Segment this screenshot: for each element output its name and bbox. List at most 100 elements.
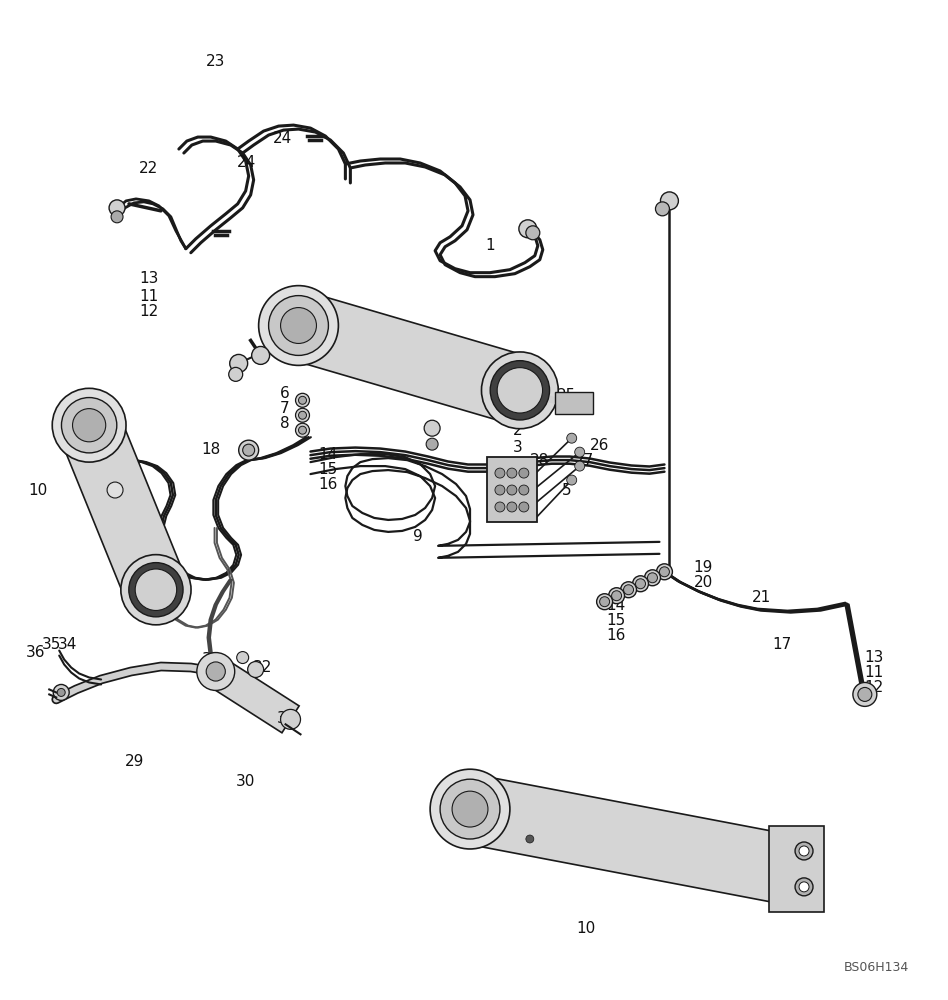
Text: 14: 14: [319, 447, 338, 462]
Circle shape: [853, 682, 877, 706]
Text: 24: 24: [273, 131, 292, 146]
Circle shape: [495, 485, 505, 495]
Text: 10: 10: [576, 921, 595, 936]
Circle shape: [609, 588, 625, 604]
Circle shape: [519, 220, 537, 238]
Text: 9: 9: [413, 529, 423, 544]
Circle shape: [497, 368, 542, 413]
Circle shape: [268, 296, 328, 355]
Text: 13: 13: [139, 271, 158, 286]
Text: 2: 2: [513, 423, 522, 438]
Circle shape: [656, 564, 672, 580]
Text: 3: 3: [513, 440, 522, 455]
Text: 27: 27: [575, 453, 594, 468]
Text: 19: 19: [694, 560, 713, 575]
Text: 16: 16: [319, 477, 338, 492]
Circle shape: [299, 411, 306, 419]
Polygon shape: [464, 775, 791, 903]
Circle shape: [53, 684, 69, 700]
Text: 21: 21: [752, 590, 771, 605]
Bar: [555, 392, 592, 414]
Circle shape: [655, 202, 669, 216]
Circle shape: [495, 502, 505, 512]
Text: 11: 11: [139, 289, 158, 304]
Text: 16: 16: [606, 628, 626, 643]
Circle shape: [632, 576, 648, 592]
Circle shape: [239, 440, 259, 460]
Circle shape: [427, 438, 438, 450]
Text: 17: 17: [773, 637, 792, 652]
Circle shape: [129, 563, 183, 617]
Circle shape: [495, 468, 505, 478]
Circle shape: [624, 585, 633, 595]
Text: 34: 34: [58, 637, 77, 652]
Circle shape: [228, 367, 243, 381]
Text: BS06H134: BS06H134: [844, 961, 909, 974]
Polygon shape: [60, 413, 186, 602]
Text: 20: 20: [694, 575, 713, 590]
Text: 30: 30: [236, 774, 255, 789]
Circle shape: [424, 420, 440, 436]
Circle shape: [296, 423, 309, 437]
Circle shape: [136, 569, 176, 610]
Circle shape: [795, 878, 813, 896]
Circle shape: [600, 597, 610, 607]
Text: 11: 11: [865, 665, 884, 680]
Circle shape: [251, 346, 269, 364]
Circle shape: [611, 591, 622, 601]
Circle shape: [526, 835, 534, 843]
Text: 15: 15: [606, 613, 626, 628]
Text: 35: 35: [42, 637, 61, 652]
Circle shape: [299, 426, 306, 434]
Circle shape: [795, 842, 813, 860]
Circle shape: [111, 211, 123, 223]
Circle shape: [243, 444, 255, 456]
Circle shape: [574, 461, 585, 471]
Circle shape: [507, 502, 517, 512]
Circle shape: [799, 846, 809, 856]
Text: 36: 36: [26, 645, 46, 660]
Text: 29: 29: [125, 754, 145, 769]
Circle shape: [596, 594, 612, 610]
Polygon shape: [769, 826, 824, 912]
Text: 12: 12: [865, 680, 884, 695]
Circle shape: [645, 570, 661, 586]
Text: 8: 8: [280, 416, 289, 431]
Circle shape: [206, 662, 226, 681]
Circle shape: [567, 433, 576, 443]
Circle shape: [430, 769, 510, 849]
Circle shape: [109, 200, 125, 216]
Text: 10: 10: [28, 483, 48, 498]
Circle shape: [621, 582, 636, 598]
Text: 1: 1: [485, 238, 495, 253]
Text: 25: 25: [557, 388, 576, 403]
Text: 18: 18: [201, 442, 220, 457]
Circle shape: [858, 687, 872, 701]
Circle shape: [799, 882, 809, 892]
Circle shape: [490, 361, 550, 420]
Circle shape: [281, 709, 301, 729]
Text: 14: 14: [606, 598, 626, 613]
Circle shape: [299, 396, 306, 404]
Circle shape: [567, 475, 576, 485]
Circle shape: [519, 468, 529, 478]
Circle shape: [519, 502, 529, 512]
Circle shape: [57, 688, 65, 696]
Circle shape: [526, 226, 539, 240]
Text: 24: 24: [237, 155, 256, 170]
Circle shape: [661, 192, 679, 210]
Circle shape: [229, 354, 247, 372]
Circle shape: [574, 447, 585, 457]
Circle shape: [197, 653, 235, 690]
Circle shape: [259, 286, 338, 365]
Bar: [487, 457, 537, 522]
Circle shape: [62, 398, 117, 453]
Circle shape: [247, 662, 264, 677]
Text: 26: 26: [590, 438, 610, 453]
Text: 6: 6: [280, 386, 289, 401]
Circle shape: [482, 352, 558, 429]
Polygon shape: [208, 658, 300, 733]
Circle shape: [120, 555, 191, 625]
Text: 12: 12: [139, 304, 158, 319]
Text: 13: 13: [865, 650, 884, 665]
